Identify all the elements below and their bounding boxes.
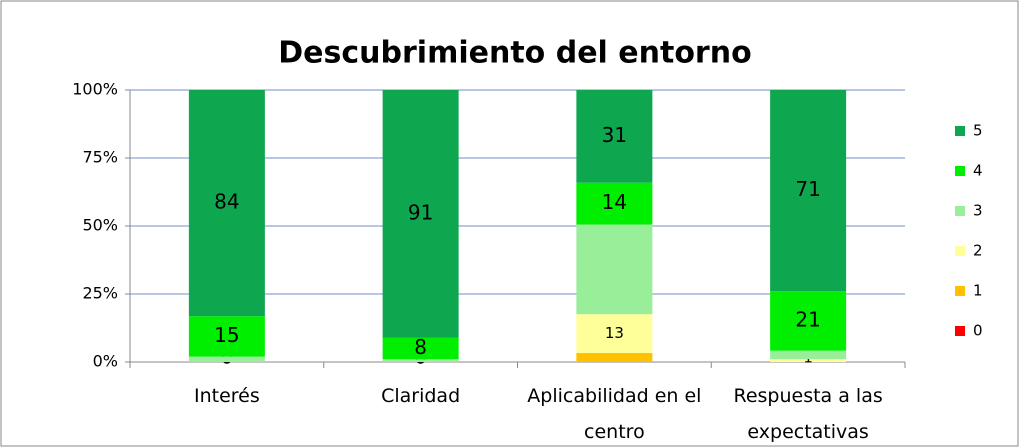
legend-swatch	[955, 286, 965, 296]
data-label: 14	[602, 190, 627, 214]
bar-segment	[576, 353, 653, 362]
bar-segment	[382, 337, 459, 360]
bar-segment	[382, 90, 459, 338]
x-tick-label: Respuesta a las expectativas	[733, 385, 882, 443]
bar-segment	[576, 224, 653, 315]
chart-title: Descubrimiento del entorno	[278, 36, 751, 71]
legend-label: 3	[973, 202, 983, 220]
x-tick-line: Interés	[194, 385, 260, 407]
bar-segment	[576, 182, 653, 225]
legend-label: 2	[973, 242, 983, 260]
x-tick-label: Claridad	[381, 385, 460, 407]
bar-segment	[188, 316, 265, 357]
bar-segment	[770, 291, 847, 351]
legend-swatch	[955, 326, 965, 336]
bar-segment	[382, 359, 459, 362]
x-tick-label: Interés	[194, 385, 260, 407]
bar-segment	[188, 90, 265, 317]
y-tick-label: 100%	[72, 80, 118, 99]
legend-label: 1	[973, 282, 983, 300]
bar-segment	[576, 90, 653, 183]
legend-swatch	[955, 206, 965, 216]
data-label: 91	[408, 200, 433, 224]
legend-label: 4	[973, 162, 983, 180]
legend-label: 0	[973, 322, 983, 340]
legend-swatch	[955, 126, 965, 136]
bar-segment	[188, 356, 265, 362]
bar-segment	[770, 350, 847, 360]
legend-swatch	[955, 166, 965, 176]
x-tick-line: Respuesta a las	[733, 385, 882, 407]
data-label: 31	[602, 123, 627, 147]
data-label: 13	[605, 324, 624, 342]
x-tick-label: Aplicabilidad en el centro	[527, 385, 701, 443]
data-label: 84	[214, 190, 239, 214]
bar-segment	[770, 90, 847, 292]
data-label: 21	[795, 307, 820, 331]
bar-segment	[770, 359, 847, 362]
x-tick-line: centro	[584, 421, 645, 443]
legend-swatch	[955, 246, 965, 256]
y-tick-label: 0%	[93, 352, 118, 371]
x-tick-line: expectativas	[747, 421, 868, 443]
y-tick-label: 25%	[82, 284, 118, 303]
data-label: 71	[795, 177, 820, 201]
legend-label: 5	[973, 122, 983, 140]
x-tick-line: Claridad	[381, 385, 460, 407]
data-label: 8	[414, 335, 427, 359]
y-tick-label: 75%	[82, 148, 118, 167]
y-tick-label: 50%	[82, 216, 118, 235]
data-label: 15	[214, 323, 239, 347]
x-tick-line: Aplicabilidad en el	[527, 385, 701, 407]
bar-segment	[576, 314, 653, 354]
